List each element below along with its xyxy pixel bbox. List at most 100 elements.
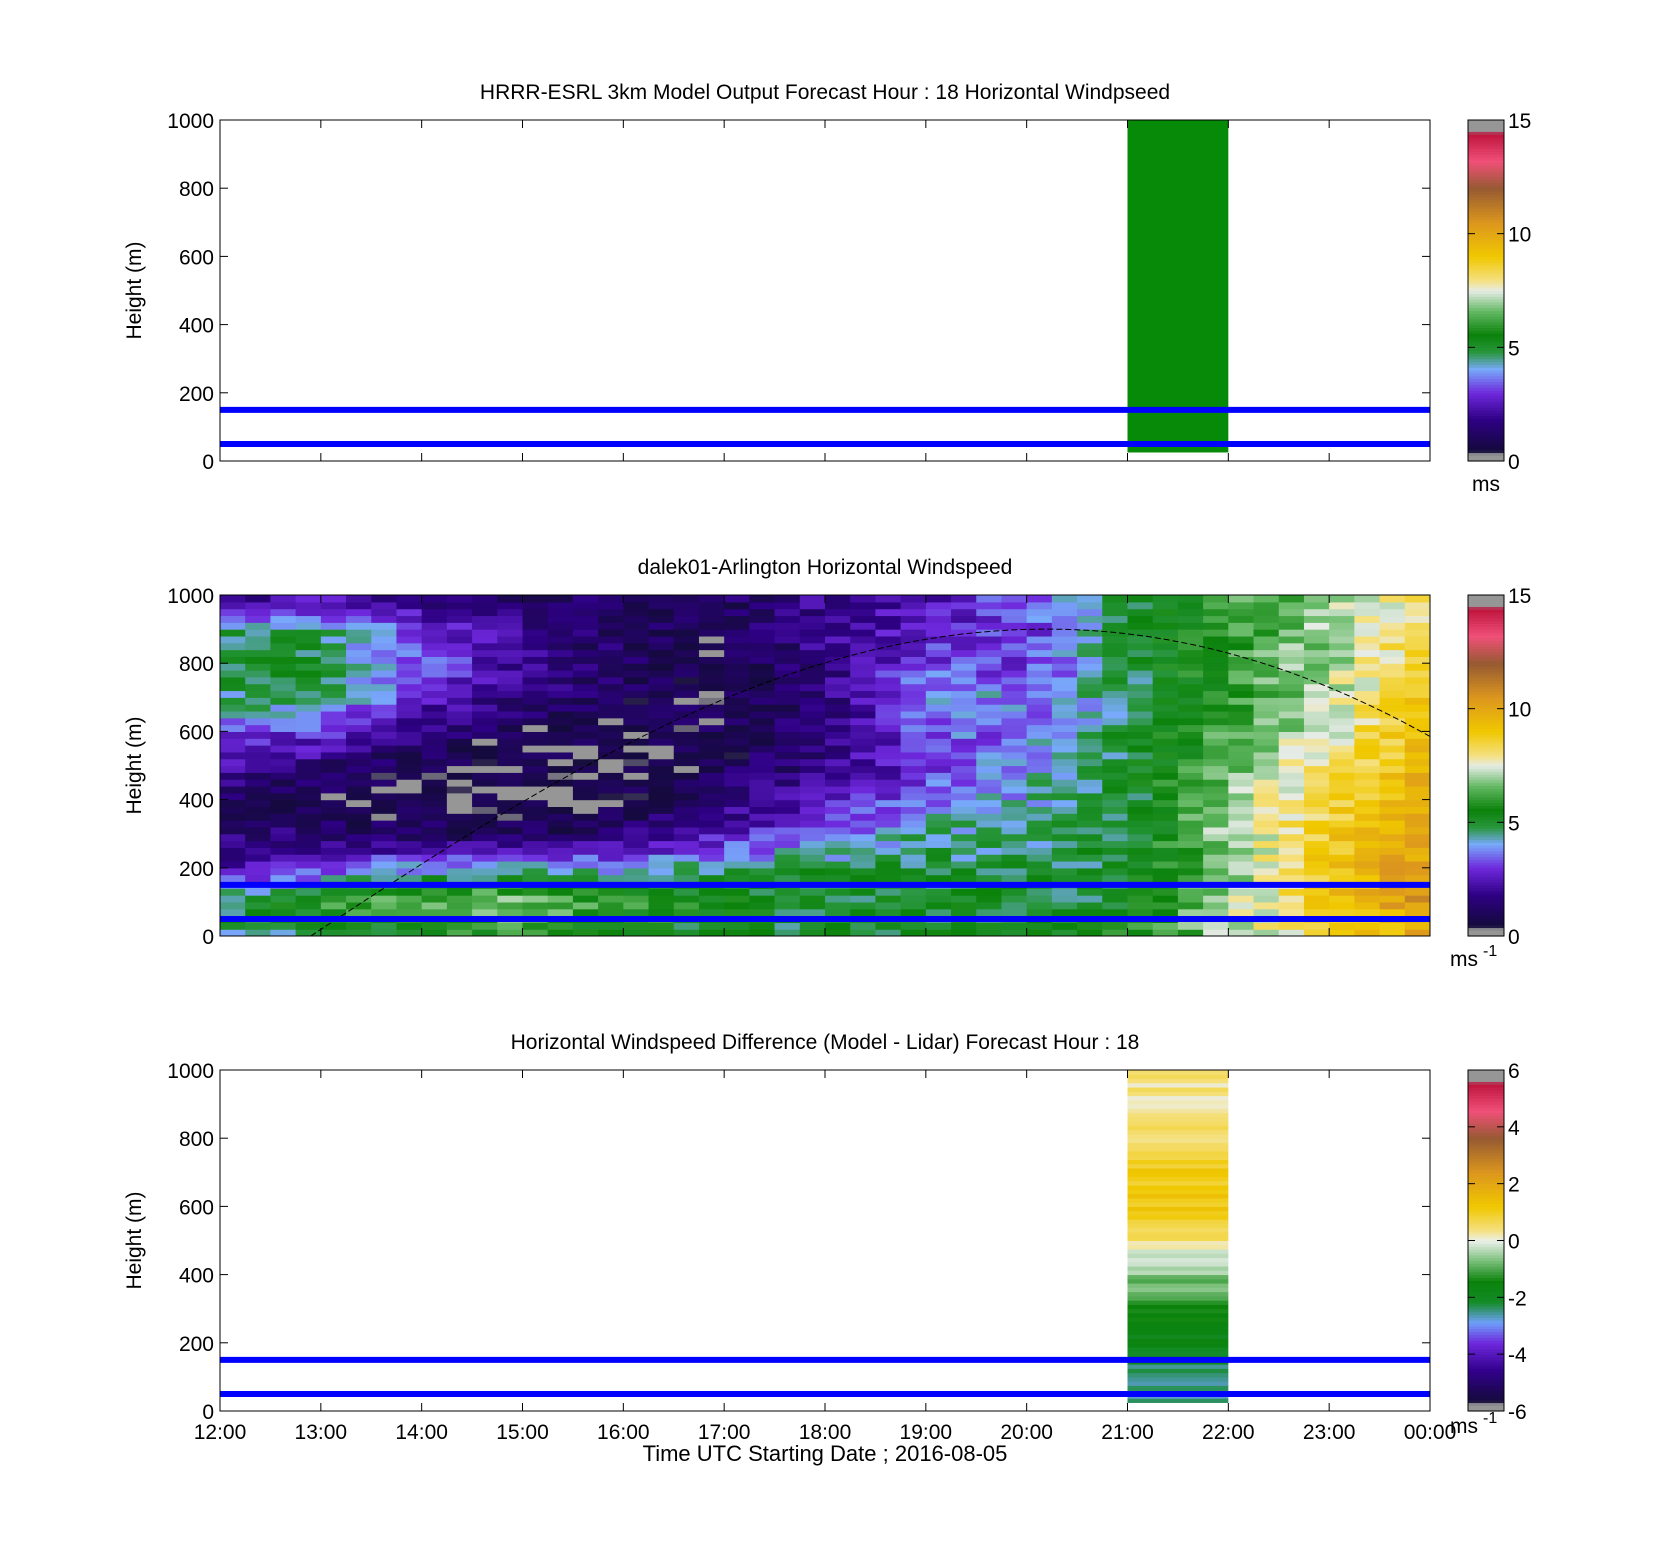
- lidar-cell: [1152, 710, 1179, 719]
- lidar-cell: [648, 595, 675, 603]
- lidar-cell: [1001, 615, 1028, 623]
- lidar-cell: [1253, 908, 1280, 917]
- lidar-cell: [1404, 833, 1430, 842]
- lidar-cell: [1278, 704, 1305, 712]
- colorbar-segment: [1468, 683, 1504, 687]
- lidar-cell: [497, 922, 524, 930]
- lidar-cell: [220, 704, 246, 712]
- colorbar-segment: [1468, 208, 1504, 212]
- lidar-cell: [724, 833, 750, 842]
- lidar-cell: [346, 595, 372, 603]
- lidar-cell: [698, 895, 725, 903]
- lidar-cell: [270, 622, 297, 630]
- colorbar-segment: [1468, 751, 1504, 755]
- lidar-cell: [1102, 867, 1129, 876]
- colorbar-segment: [1468, 384, 1504, 388]
- lidar-cell: [572, 683, 599, 692]
- lidar-cell: [875, 683, 902, 692]
- colorbar-segment: [1468, 691, 1504, 696]
- lidar-cell: [1329, 922, 1355, 930]
- colorbar-segment: [1468, 1268, 1504, 1273]
- lidar-cell: [1152, 758, 1179, 767]
- lidar-cell: [1051, 697, 1078, 705]
- lidar-cell: [270, 601, 297, 610]
- lidar-cell: [623, 826, 650, 835]
- lidar-cell: [1278, 867, 1305, 876]
- lidar-cell: [1253, 649, 1280, 657]
- lidar-cell: [320, 792, 347, 801]
- lidar-cell: [648, 833, 675, 842]
- colorbar-segment: [1468, 842, 1504, 846]
- lidar-cell: [1379, 635, 1406, 644]
- lidar-cell: [1127, 813, 1154, 821]
- colorbar-segment: [1468, 927, 1504, 931]
- lidar-cell: [1152, 683, 1179, 692]
- colorbar-segment: [1468, 631, 1504, 636]
- lidar-cell: [1152, 908, 1179, 917]
- lidar-cell: [396, 642, 423, 651]
- lidar-cell: [1177, 724, 1204, 732]
- lidar-cell: [598, 608, 624, 617]
- lidar-cell: [1228, 758, 1255, 767]
- lidar-cell: [749, 758, 776, 767]
- lidar-cell: [371, 799, 398, 808]
- lidar-cell: [547, 874, 574, 883]
- lidar-cell: [1278, 615, 1305, 623]
- lidar-cell: [1102, 690, 1129, 698]
- lidar-cell: [1026, 635, 1053, 644]
- lidar-cell: [1354, 751, 1381, 760]
- lidar-cell: [421, 847, 448, 855]
- lidar-cell: [976, 785, 1003, 794]
- lidar-cell: [1329, 847, 1355, 855]
- lidar-cell: [1404, 772, 1430, 780]
- lidar-cell: [900, 765, 927, 773]
- lidar-cell: [724, 724, 750, 732]
- lidar-cell: [497, 731, 524, 739]
- lidar-cell: [522, 676, 549, 685]
- colorbar-segment: [1468, 1078, 1504, 1082]
- lidar-cell: [497, 649, 524, 657]
- lidar-cell: [1303, 888, 1330, 896]
- lidar-cell: [220, 745, 246, 753]
- lidar-cell: [522, 792, 549, 801]
- lidar-cell: [371, 826, 398, 835]
- lidar-cell: [346, 724, 372, 732]
- lidar-cell: [220, 601, 246, 610]
- colorbar-tick-label: 15: [1508, 585, 1531, 608]
- lidar-cell: [825, 758, 851, 767]
- lidar-cell: [245, 595, 272, 603]
- difference-cell: [1127, 1342, 1229, 1348]
- lidar-cell: [698, 860, 725, 869]
- lidar-cell: [220, 656, 246, 664]
- lidar-cell: [749, 704, 776, 712]
- lidar-cell: [1404, 738, 1430, 746]
- lidar-cell: [396, 738, 423, 746]
- lidar-cell: [421, 704, 448, 712]
- colorbar-segment: [1468, 1155, 1504, 1159]
- lidar-cell: [774, 929, 801, 936]
- lidar-cell: [497, 847, 524, 855]
- lidar-cell: [572, 738, 599, 746]
- lidar-cell: [472, 806, 498, 814]
- lidar-cell: [1026, 608, 1053, 617]
- colorbar-segment: [1468, 634, 1504, 639]
- lidar-cell: [320, 820, 347, 828]
- lidar-cell: [951, 888, 977, 896]
- colorbar-segment: [1468, 1138, 1504, 1142]
- lidar-cell: [371, 724, 398, 732]
- lidar-cell: [1001, 724, 1028, 732]
- lidar-cell: [1102, 758, 1129, 767]
- lidar-cell: [724, 813, 750, 821]
- lidar-cell: [875, 690, 902, 698]
- lidar-cell: [320, 888, 347, 896]
- lidar-cell: [1404, 854, 1430, 862]
- colorbar-segment: [1468, 307, 1504, 311]
- lidar-cell: [598, 799, 624, 808]
- x-tick-label: 00:00: [1404, 1421, 1457, 1444]
- lidar-cell: [1051, 690, 1078, 698]
- lidar-cell: [346, 833, 372, 842]
- lidar-cell: [648, 690, 675, 698]
- lidar-cell: [749, 649, 776, 657]
- colorbar-segment: [1468, 882, 1504, 886]
- colorbar-segment: [1468, 145, 1504, 150]
